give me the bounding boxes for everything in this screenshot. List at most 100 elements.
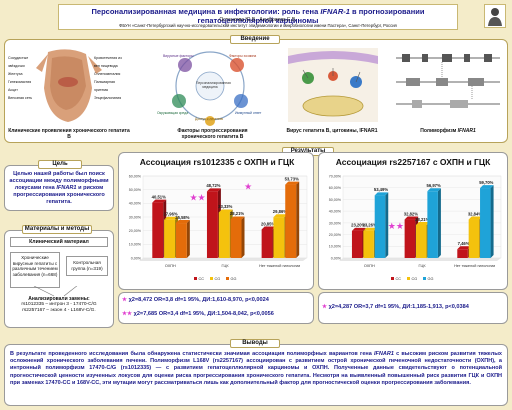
analysis-line: rs2257167 – экзон 4 - L168V-C/G. bbox=[22, 308, 96, 313]
y-tick-label: 30,00% bbox=[129, 215, 142, 219]
data-label: 53,49% bbox=[374, 187, 388, 192]
bar bbox=[285, 184, 297, 258]
data-label: 28,21% bbox=[230, 211, 244, 216]
clinical-figure: Сосудистые звёздочки Желтуха Гинекомасти… bbox=[8, 48, 128, 124]
conclusions-text: В результате проведенного исследования б… bbox=[10, 351, 502, 386]
bar bbox=[404, 219, 416, 258]
chart-2-title: Ассоциация rs2257167 с ОХПН и ГЦК bbox=[335, 157, 491, 167]
chart-2: 0,00% 10,00% 20,00% 30,00% 40,00% 50,00% 60,00… bbox=[329, 174, 502, 281]
circle-label: Иммунный ответ bbox=[235, 111, 262, 115]
bar-top bbox=[261, 226, 276, 230]
bar-top bbox=[285, 181, 300, 185]
bar bbox=[152, 202, 164, 258]
double-star-marker-icon: ★★ bbox=[122, 311, 134, 317]
bar-side bbox=[385, 192, 389, 258]
data-label: 33,33% bbox=[218, 204, 232, 209]
y-tick-label: 10,00% bbox=[329, 245, 342, 249]
data-label: 53,73% bbox=[285, 176, 299, 181]
x-category-label: ОХПН bbox=[364, 264, 375, 268]
bar bbox=[363, 230, 374, 258]
bar-top bbox=[480, 185, 494, 189]
y-tick-label: 50,00% bbox=[129, 188, 142, 192]
y-tick-label: 40,00% bbox=[329, 210, 342, 214]
bar bbox=[206, 191, 218, 258]
bar bbox=[273, 217, 285, 258]
data-label: 40,51% bbox=[152, 194, 166, 199]
y-tick-label: 0,00% bbox=[331, 256, 342, 260]
bar bbox=[218, 212, 230, 258]
analysis-block: Анализировали замены: rs1012335 – интрон… bbox=[8, 296, 110, 314]
circle-label: Вирусные факторы bbox=[163, 54, 194, 58]
body-label: Желтуха bbox=[8, 72, 23, 76]
bar-side bbox=[490, 185, 494, 258]
body-label: Пальмарная эритема bbox=[94, 80, 115, 92]
chart-1-title: Ассоциация rs1012335 с ОХПН и ГЦК bbox=[139, 157, 295, 167]
legend-swatch bbox=[226, 277, 229, 280]
data-label: 56,97% bbox=[427, 183, 441, 188]
y-tick-label: 60,00% bbox=[329, 186, 342, 190]
data-label: 25,58% bbox=[175, 215, 189, 220]
data-label: 29,86% bbox=[273, 209, 287, 214]
portrait-logo-icon bbox=[488, 8, 502, 26]
methods-tab: Материалы и методы bbox=[22, 225, 92, 234]
data-label: 23,26% bbox=[362, 223, 376, 228]
stat-line-2: ★★ χ2=7,685 OR=3,4 df=1 95%, ДИ:1,504-8,… bbox=[122, 311, 274, 317]
data-label: 32,84% bbox=[468, 211, 482, 216]
analysis-line: rs1012335 – интрон 3 - 17470-C/G bbox=[21, 302, 97, 307]
stat-line-3: ★ χ2=4,287 OR=3,7 df=1 95%, ДИ:1,185-1,9… bbox=[322, 304, 469, 310]
legend-swatch bbox=[407, 277, 410, 280]
body-labels-left: Сосудистые звёздочки Желтуха Гинекомасти… bbox=[8, 54, 44, 102]
data-label: 59,70% bbox=[479, 180, 493, 185]
analysis-title: Анализировали замены: bbox=[28, 296, 90, 302]
double-star-icon: ★★ bbox=[388, 221, 404, 231]
body-label: Асцит bbox=[8, 88, 18, 92]
data-label: 20,85% bbox=[261, 221, 275, 226]
bar bbox=[351, 230, 363, 258]
y-tick-label: 0,00% bbox=[131, 256, 142, 260]
bar-side bbox=[241, 216, 245, 258]
x-category-label: ОХПН bbox=[165, 264, 176, 268]
data-label: 7,46% bbox=[458, 241, 470, 246]
bar bbox=[457, 249, 468, 258]
y-tick-label: 10,00% bbox=[129, 243, 142, 247]
bar-top bbox=[206, 188, 221, 192]
legend-swatch bbox=[423, 277, 426, 280]
bar bbox=[374, 195, 386, 258]
body-label: Энцефалопатия bbox=[94, 96, 122, 100]
data-label: 23,20% bbox=[351, 223, 365, 228]
circle-center-label: Персонализированная медицина bbox=[196, 81, 231, 89]
factors-figure: Персонализированная медицина Вирусные фа… bbox=[155, 45, 265, 127]
body-labels-right: Кровотечения из вен пищевода Спленомегал… bbox=[94, 54, 128, 102]
aim-tab: Цель bbox=[38, 160, 82, 169]
bar-top bbox=[457, 246, 471, 250]
bar-top bbox=[468, 216, 483, 220]
bar bbox=[480, 188, 491, 258]
body-label: Венозная сеть bbox=[8, 96, 33, 100]
y-tick-label: 60,00% bbox=[129, 174, 142, 178]
bar-top bbox=[374, 192, 389, 196]
patients-group-box: Хронические вирусные гепатиты с различны… bbox=[10, 252, 60, 288]
bar-top bbox=[415, 221, 430, 225]
bar-top bbox=[363, 227, 377, 231]
bar-top bbox=[175, 220, 190, 224]
legend-label: GG bbox=[428, 277, 434, 281]
poster-title: Персонализированная медицина в инфектоло… bbox=[91, 7, 425, 25]
bar-top bbox=[218, 209, 233, 213]
y-tick-label: 70,00% bbox=[329, 174, 342, 178]
legend-label: CC bbox=[396, 277, 402, 281]
bar-side bbox=[296, 181, 300, 258]
body-label: Спленомегалия bbox=[94, 72, 121, 76]
virus-figure bbox=[288, 48, 378, 122]
circle-label: Факторы хозяина bbox=[229, 54, 257, 58]
legend-label: CG bbox=[412, 277, 418, 281]
y-tick-label: 40,00% bbox=[129, 202, 142, 206]
y-tick-label: 20,00% bbox=[129, 229, 142, 233]
bar bbox=[468, 219, 480, 258]
body-label: Кровотечения из вен пищевода bbox=[94, 56, 122, 68]
chart-1-stats-box bbox=[118, 292, 314, 324]
x-category-label: Нет тяжелой патологии bbox=[454, 264, 495, 268]
chart-1: 0,00% 10,00% 20,00% 30,00% 40,00% 50,00% 60,00… bbox=[129, 174, 308, 281]
circle-label: Доступ к лечению bbox=[195, 117, 224, 121]
star-marker-icon: ★ bbox=[322, 304, 329, 310]
x-category-label: Нет тяжелой патологии bbox=[259, 264, 300, 268]
